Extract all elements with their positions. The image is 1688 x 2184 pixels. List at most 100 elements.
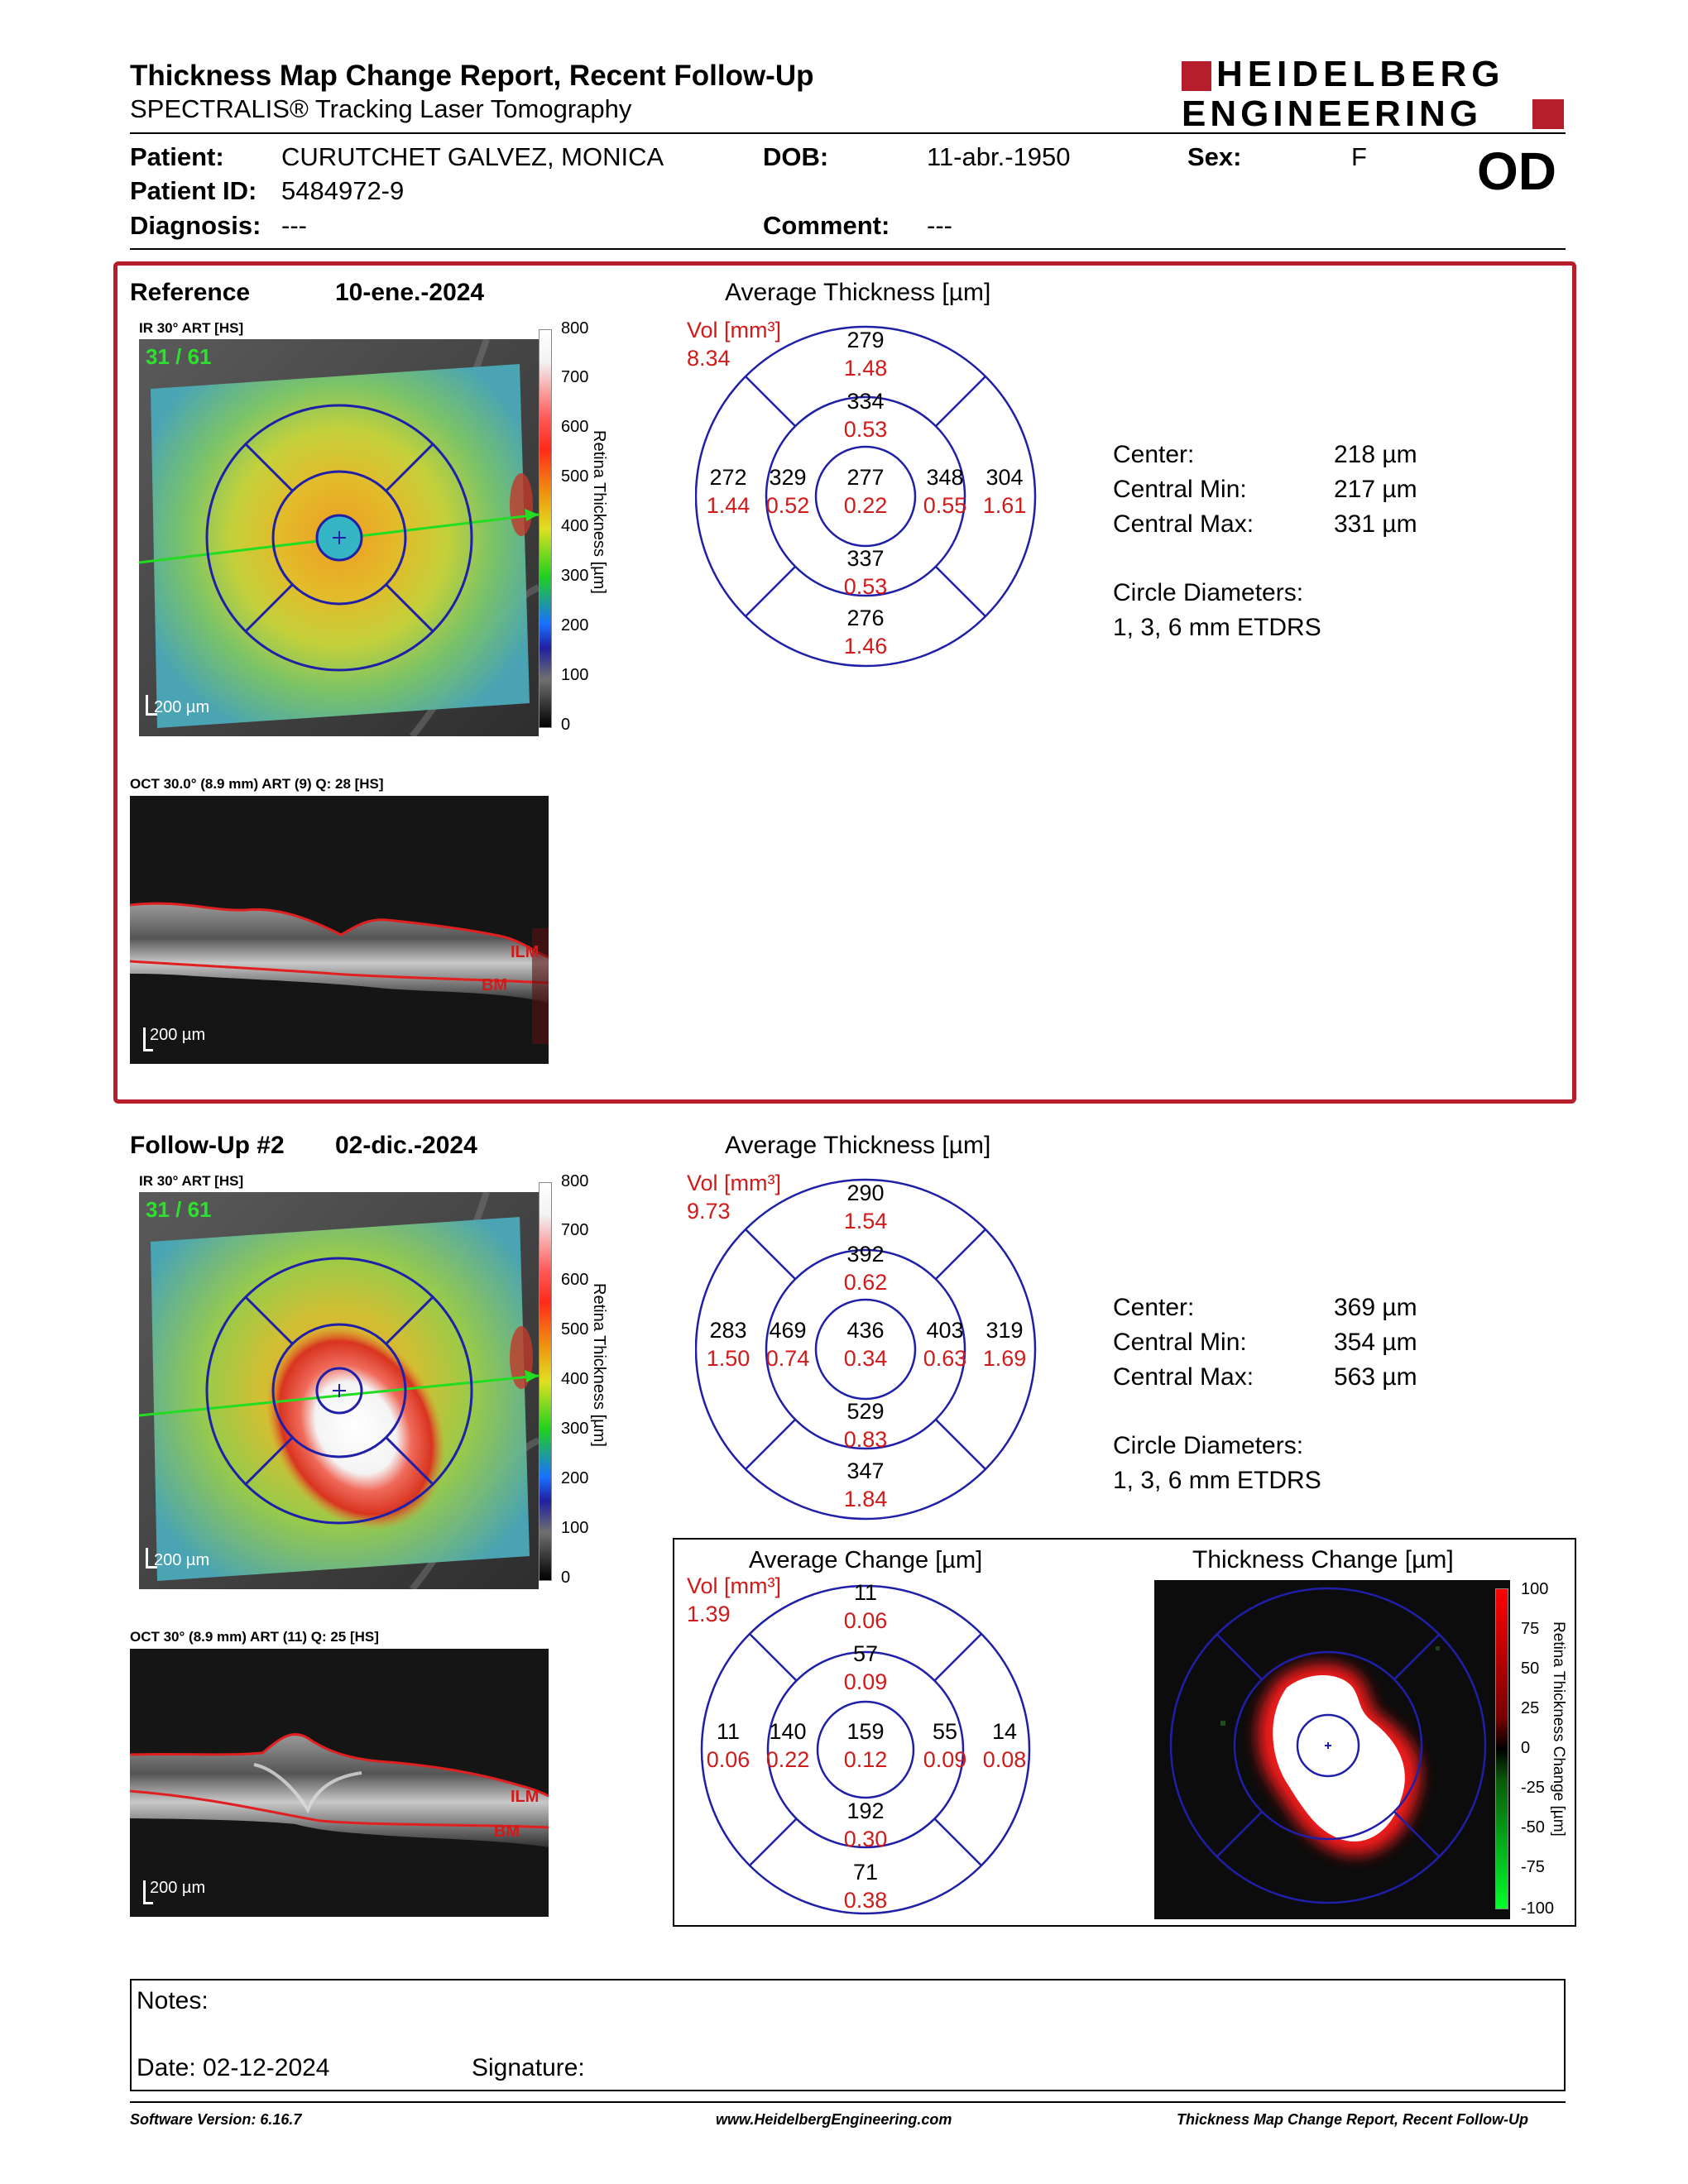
fu-scale-tick-400: 400	[561, 1370, 589, 1388]
fu-scale-tick-100: 100	[561, 1519, 589, 1537]
chg-outer-right-volume: 0.08	[982, 1747, 1027, 1772]
dob-value: 11-abr.-1950	[927, 142, 1071, 171]
reference-ir-image: 31 / 61 200 µm	[139, 339, 539, 736]
ref-center-value: 218 µm	[1334, 441, 1417, 468]
ref-scale-tick-100: 100	[561, 666, 589, 684]
signature-label: Signature:	[472, 2054, 585, 2081]
fu-inner-left-volume: 0.74	[765, 1346, 810, 1371]
fu-max-label: Central Max:	[1113, 1363, 1254, 1391]
fu-scale-label: Retina Thickness [µm]	[590, 1283, 608, 1447]
reference-label: Reference	[130, 279, 251, 306]
followup-date: 02-dic.-2024	[335, 1132, 477, 1159]
logo-block-top	[1182, 61, 1211, 91]
reference-oct-caption: OCT 30.0° (8.9 mm) ART (9) Q: 28 [HS]	[130, 776, 384, 792]
fu-center-label: Center:	[1113, 1294, 1195, 1321]
fu-outer-right-thickness: 319	[985, 1318, 1024, 1343]
fu-min-value: 354 µm	[1334, 1329, 1417, 1356]
ref-scale-tick-400: 400	[561, 517, 589, 535]
fu-center-value: 369 µm	[1334, 1294, 1417, 1321]
followup-scale-bar-base	[146, 1566, 157, 1569]
logo-line-1: HEIDELBERG	[1216, 54, 1505, 94]
reference-oct-scale-tick	[143, 1027, 146, 1051]
ref-outer-right-thickness: 304	[985, 465, 1024, 490]
ref-outer-top-volume: 1.48	[843, 356, 888, 381]
logo-line-2: ENGINEERING	[1182, 93, 1483, 134]
ref-inner-bottom-volume: 0.53	[843, 574, 888, 599]
ref-scale-label-holder: Retina Thickness [µm]	[583, 430, 616, 662]
ref-inner-top-volume: 0.53	[843, 417, 888, 442]
fu-inner-right-volume: 0.63	[923, 1346, 967, 1371]
sex-value: F	[1351, 142, 1367, 171]
reference-oct-image: ILM BM 200 µm	[130, 796, 549, 1064]
notes-box	[130, 1979, 1566, 2091]
change-etdrs-svg	[700, 1584, 1031, 1915]
comment-label: Comment:	[763, 211, 890, 240]
chg-center-volume: 0.12	[843, 1747, 888, 1772]
ref-min-value: 217 µm	[1334, 476, 1417, 503]
followup-scale-bar: 200 µm	[154, 1551, 210, 1569]
patient-id-label: Patient ID:	[130, 176, 257, 205]
fu-scale-tick-500: 500	[561, 1320, 589, 1339]
followup-oct-scale-tick	[143, 1880, 146, 1904]
ref-diam-label: Circle Diameters:	[1113, 579, 1304, 606]
followup-ilm-label: ILM	[511, 1788, 539, 1806]
ref-inner-bottom-thickness: 337	[846, 546, 885, 571]
logo-block-bottom	[1532, 99, 1564, 129]
ref-outer-bottom-volume: 1.46	[843, 634, 888, 659]
ref-inner-left-thickness: 329	[769, 465, 807, 490]
website-link[interactable]: www.HeidelbergEngineering.com	[716, 2111, 952, 2128]
followup-etdrs-svg	[695, 1178, 1037, 1521]
fu-outer-top-volume: 1.54	[843, 1209, 888, 1233]
chg-center-thickness: 159	[846, 1719, 885, 1744]
followup-scan-counter: 31 / 61	[146, 1197, 212, 1222]
chg-outer-right-thickness: 14	[991, 1719, 1018, 1744]
followup-oct-image: ILM BM 200 µm	[130, 1649, 549, 1917]
reference-ilm-label: ILM	[511, 943, 539, 961]
followup-vol-label: Vol [mm³]	[687, 1171, 782, 1195]
reference-etdrs-svg	[695, 325, 1037, 668]
ref-diam-value: 1, 3, 6 mm ETDRS	[1113, 614, 1321, 641]
fu-inner-bottom-thickness: 529	[846, 1399, 885, 1424]
header-divider	[130, 132, 1566, 134]
followup-oct-scale: 200 µm	[150, 1879, 206, 1897]
ref-scale-tick-600: 600	[561, 418, 589, 436]
chg-scale-label-holder: Retina Thickness Change [µm]	[1544, 1621, 1574, 1870]
fu-outer-right-volume: 1.69	[982, 1346, 1027, 1371]
diagnosis-value: ---	[281, 211, 307, 240]
report-title: Thickness Map Change Report, Recent Foll…	[130, 60, 814, 92]
dob-label: DOB:	[763, 142, 829, 171]
fu-scale-tick-0: 0	[561, 1569, 571, 1587]
chg-inner-bottom-volume: 0.30	[843, 1827, 888, 1851]
ref-outer-left-thickness: 272	[709, 465, 747, 490]
ref-inner-right-thickness: 348	[926, 465, 964, 490]
chg-scale-tick-75: 75	[1521, 1620, 1540, 1638]
reference-chart-title: Average Thickness [µm]	[725, 279, 991, 306]
ref-outer-bottom-thickness: 276	[846, 606, 885, 630]
reference-date: 10-ene.-2024	[335, 279, 485, 306]
ref-center-thickness: 277	[846, 465, 885, 490]
fu-outer-left-thickness: 283	[709, 1318, 747, 1343]
chg-inner-right-thickness: 55	[932, 1719, 958, 1744]
chg-outer-left-thickness: 11	[716, 1719, 741, 1744]
software-version: Software Version: 6.16.7	[130, 2111, 302, 2128]
ref-inner-top-thickness: 334	[846, 389, 885, 414]
reference-scale-bar-base	[146, 713, 157, 716]
chg-scale-tick-100: 100	[1521, 1580, 1549, 1598]
fu-inner-top-volume: 0.62	[843, 1270, 888, 1295]
chg-inner-left-volume: 0.22	[765, 1747, 810, 1772]
fu-scale-tick-700: 700	[561, 1221, 589, 1239]
fu-inner-right-thickness: 403	[926, 1318, 964, 1343]
ref-outer-top-thickness: 279	[846, 328, 885, 352]
change-chart-title: Average Change [µm]	[749, 1547, 983, 1573]
ref-outer-right-volume: 1.61	[982, 493, 1027, 518]
ref-center-volume: 0.22	[843, 493, 888, 518]
change-colorbar	[1495, 1588, 1508, 1909]
chg-inner-top-volume: 0.09	[843, 1669, 888, 1694]
change-map-title: Thickness Change [µm]	[1192, 1546, 1454, 1573]
chg-inner-left-thickness: 140	[769, 1719, 807, 1744]
reference-etdrs-chart: Vol [mm³] 8.34 279 1.48 334 0.53 272 1.4…	[687, 314, 1167, 678]
followup-etdrs-chart: Vol [mm³] 9.73 290 1.54 392 0.62 283 1.5…	[687, 1167, 1167, 1531]
chg-outer-bottom-volume: 0.38	[843, 1888, 888, 1913]
report-subtitle: SPECTRALIS® Tracking Laser Tomography	[130, 94, 632, 123]
ref-scale-label: Retina Thickness [µm]	[590, 430, 608, 594]
